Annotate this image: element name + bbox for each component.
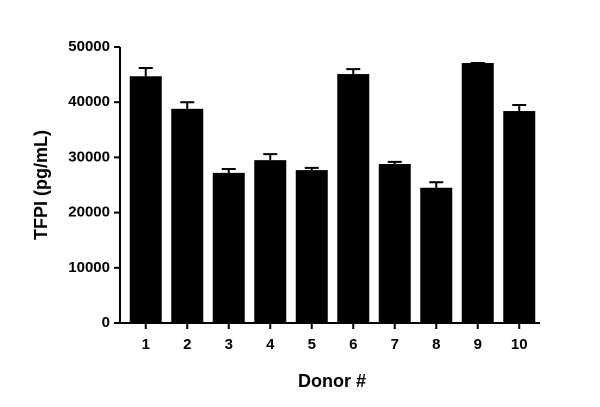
error-bar — [263, 153, 278, 161]
bar — [420, 187, 453, 323]
error-bar — [304, 166, 319, 171]
x-tick-label: 6 — [349, 336, 357, 353]
bar — [461, 63, 494, 324]
y-tick-label: 0 — [102, 314, 110, 331]
x-tick-label: 5 — [308, 336, 316, 353]
bar — [337, 74, 370, 323]
y-tick-label: 50000 — [68, 38, 110, 55]
bar — [503, 111, 536, 323]
bar — [295, 170, 328, 323]
y-tick-label: 10000 — [68, 259, 110, 276]
y-tick-label: 40000 — [68, 93, 110, 110]
bar — [212, 172, 245, 323]
error-bar — [138, 66, 153, 77]
bar — [378, 164, 411, 323]
error-bar — [429, 181, 444, 188]
x-tick-label: 7 — [391, 336, 399, 353]
y-tick-label: 20000 — [68, 204, 110, 221]
bar — [129, 76, 162, 323]
x-tick-label: 4 — [266, 336, 275, 353]
x-tick-label: 2 — [183, 336, 191, 353]
x-tick-label: 9 — [474, 336, 482, 353]
error-bar — [180, 101, 195, 109]
y-axis-label: TFPI (pg/mL) — [31, 130, 51, 240]
x-tick-label: 8 — [432, 336, 440, 353]
y-tick-label: 30000 — [68, 148, 110, 165]
bar — [171, 108, 204, 323]
error-bar — [346, 68, 361, 75]
error-bar — [221, 167, 236, 173]
x-tick-label: 3 — [225, 336, 233, 353]
x-axis-label: Donor # — [298, 371, 366, 391]
bar — [254, 160, 287, 323]
x-tick-label: 10 — [511, 336, 528, 353]
error-bar — [387, 160, 402, 165]
error-bar — [512, 103, 527, 112]
x-tick-label: 1 — [142, 336, 150, 353]
